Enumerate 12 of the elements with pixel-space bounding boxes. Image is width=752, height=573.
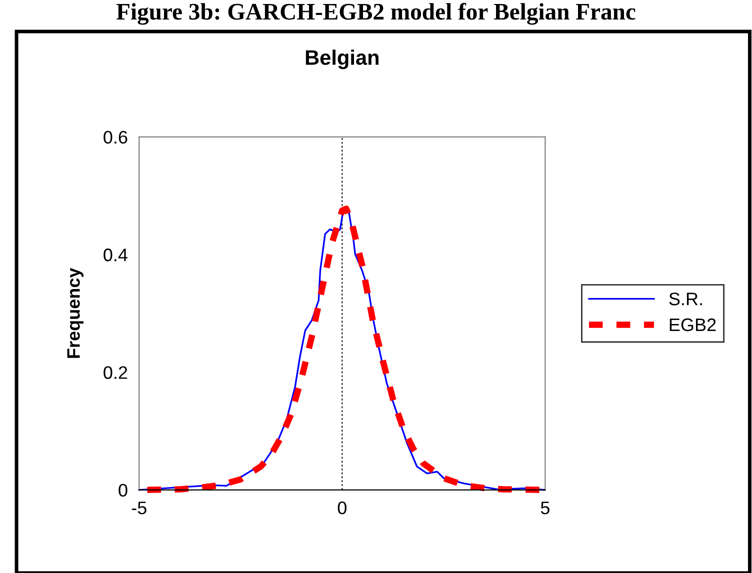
x-tick-label: 0 — [338, 502, 346, 514]
y-tick-label: 0.2 — [104, 366, 128, 379]
y-axis-title: Frequency — [67, 268, 84, 358]
y-tick-label: 0.4 — [104, 248, 128, 262]
chart-title: Belgian — [306, 50, 378, 70]
y-tick-label: 0.6 — [104, 130, 128, 144]
legend-label: S.R. — [669, 292, 702, 306]
legend-label: EGB2 — [670, 318, 716, 332]
y-tick-label: 0 — [118, 484, 128, 497]
x-tick-label: -5 — [132, 502, 146, 514]
x-tick-label: 5 — [540, 502, 550, 514]
caption: Figure 3b: GARCH-EGB2 model for Belgian Franc — [116, 2, 636, 25]
